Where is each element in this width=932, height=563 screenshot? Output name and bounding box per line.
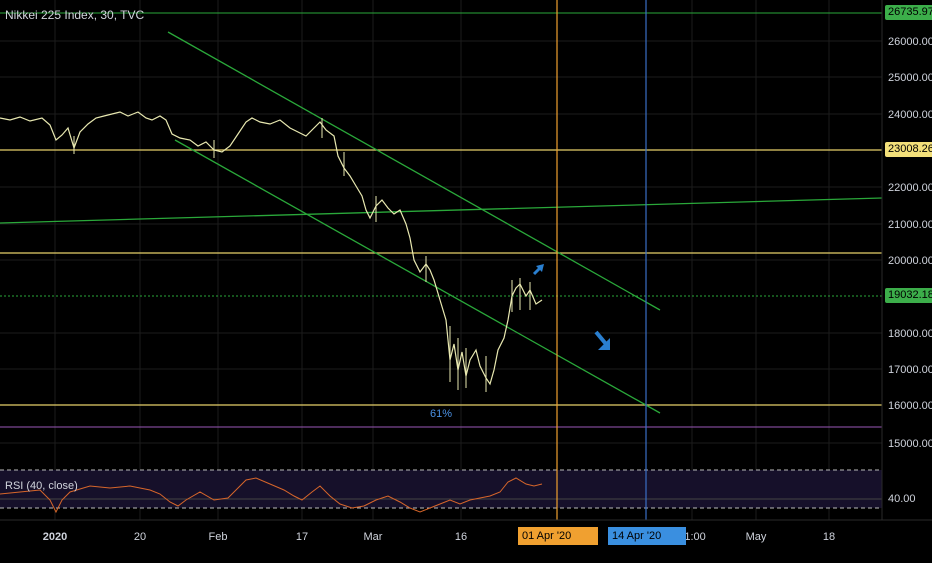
- grid: [0, 0, 882, 520]
- time-tick-label: 2020: [43, 531, 67, 543]
- channel-lower-line[interactable]: [174, 139, 661, 414]
- price-badge-green: 19032.18: [885, 288, 932, 303]
- price-tick-label: 20000.00: [888, 255, 932, 267]
- time-tick-label: 17: [296, 531, 308, 543]
- rsi-line: [0, 477, 543, 514]
- price-wicks: [73, 118, 531, 392]
- time-badge-blue: 14 Apr '20 20:00: [608, 527, 686, 560]
- chart-title: Nikkei 225 Index, 30, TVC: [5, 8, 145, 22]
- time-badge-orange: 01 Apr '20 00:00: [518, 527, 598, 560]
- rsi-level-label: 40.00: [888, 493, 916, 505]
- time-axis[interactable]: [0, 520, 932, 550]
- price-chart[interactable]: 26000.00 25000.00 24000.00 22000.00 21000.00…: [0, 0, 932, 550]
- rsi-title: RSI (40, close): [5, 480, 78, 492]
- time-tick-label: 18: [823, 531, 835, 543]
- price-tick-label: 18000.00: [888, 328, 932, 340]
- price-axis[interactable]: [882, 0, 932, 520]
- rsi-band: [0, 470, 882, 508]
- time-tick-label: Mar: [364, 531, 383, 543]
- price-badge-top: 26735.97: [885, 5, 932, 20]
- down-arrow-icon: [594, 330, 610, 350]
- uptrend-long-line[interactable]: [0, 197, 883, 224]
- time-tick-label: 16: [455, 531, 467, 543]
- price-tick-label: 15000.00: [888, 438, 932, 450]
- price-tick-label: 24000.00: [888, 109, 932, 121]
- channel-upper-line[interactable]: [167, 31, 661, 311]
- price-series: [0, 111, 543, 386]
- price-tick-label: 26000.00: [888, 36, 932, 48]
- price-tick-label: 25000.00: [888, 72, 932, 84]
- time-tick-label: May: [746, 531, 767, 543]
- price-tick-label: 17000.00: [888, 364, 932, 376]
- price-tick-label: 16000.00: [888, 400, 932, 412]
- up-arrow-icon: [532, 264, 544, 276]
- price-tick-label: 21000.00: [888, 219, 932, 231]
- price-ticks: 26000.00 25000.00 24000.00 22000.00 21000.00…: [888, 36, 932, 450]
- time-tick-label: 20: [134, 531, 146, 543]
- time-tick-label: Feb: [209, 531, 228, 543]
- price-badge-yellow: 23008.26: [885, 142, 932, 157]
- fib-61-label: 61%: [430, 408, 453, 420]
- price-tick-label: 22000.00: [888, 182, 932, 194]
